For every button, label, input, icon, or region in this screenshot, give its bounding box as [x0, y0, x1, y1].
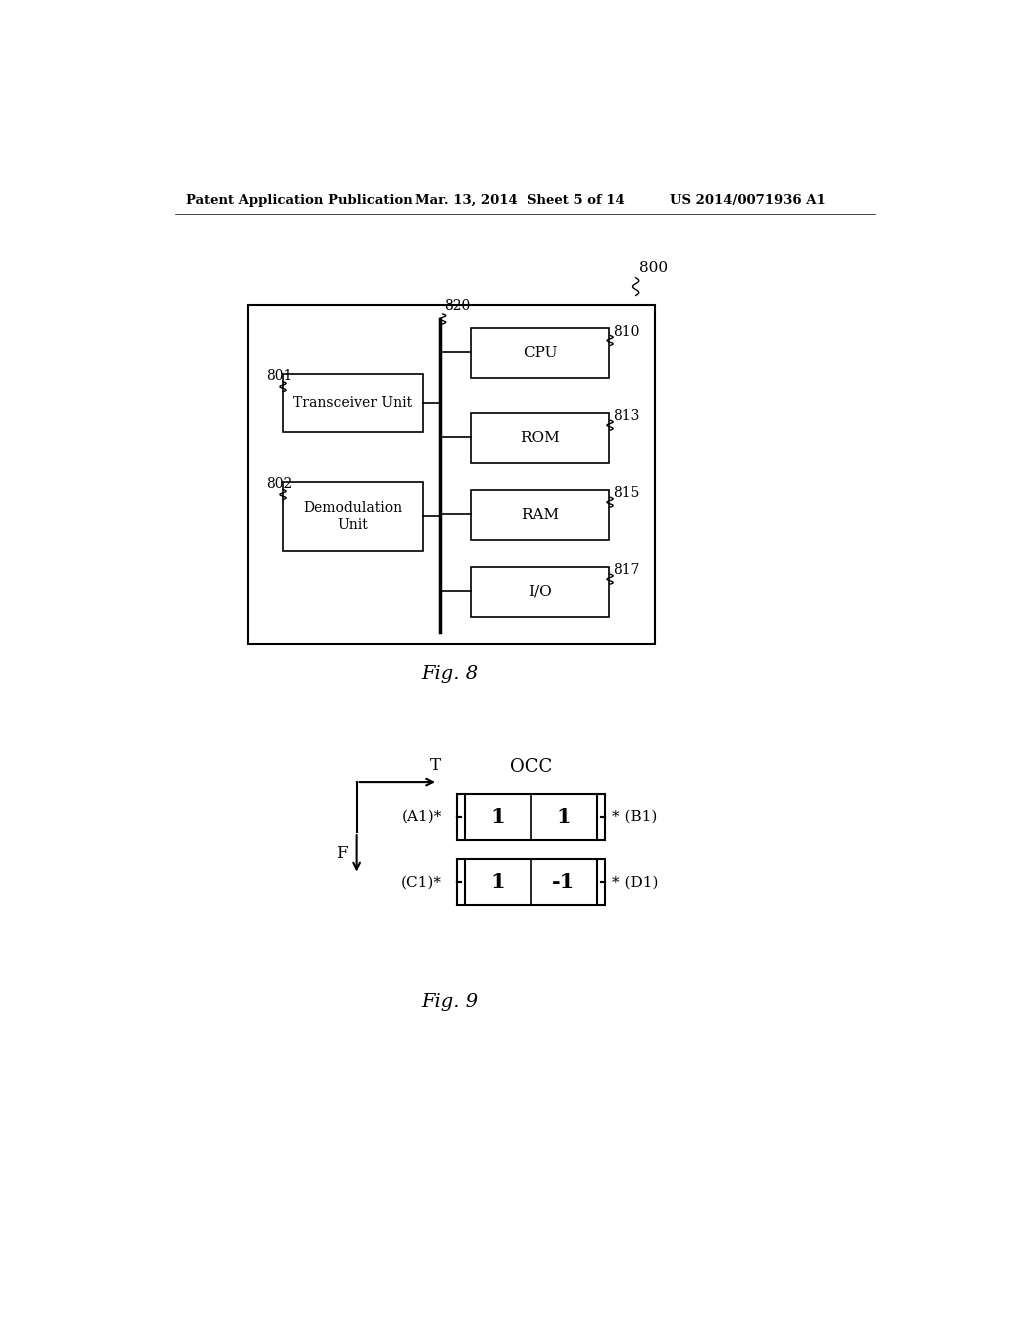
Bar — [471, 490, 608, 540]
Text: US 2014/0071936 A1: US 2014/0071936 A1 — [671, 194, 826, 207]
Text: 1: 1 — [557, 807, 571, 826]
Text: Fig. 8: Fig. 8 — [421, 665, 478, 684]
Text: 815: 815 — [613, 486, 640, 500]
Text: CPU: CPU — [522, 346, 557, 360]
Text: 801: 801 — [266, 370, 292, 383]
Text: 817: 817 — [613, 564, 640, 577]
Text: (A1)*: (A1)* — [401, 809, 442, 824]
Bar — [283, 374, 423, 432]
Bar — [283, 482, 423, 552]
Bar — [471, 327, 608, 378]
Text: 1: 1 — [490, 807, 506, 826]
Text: RAM: RAM — [521, 507, 559, 521]
Bar — [465, 793, 597, 840]
Text: -1: -1 — [552, 873, 575, 892]
Text: 1: 1 — [490, 873, 506, 892]
Bar — [465, 859, 597, 906]
Text: 813: 813 — [613, 409, 640, 424]
Text: * (B1): * (B1) — [612, 809, 657, 824]
Text: Patent Application Publication: Patent Application Publication — [186, 194, 413, 207]
Bar — [248, 305, 655, 644]
Text: T: T — [430, 756, 441, 774]
Text: * (D1): * (D1) — [612, 875, 658, 890]
Bar — [471, 566, 608, 616]
Text: 820: 820 — [444, 300, 470, 313]
Text: 802: 802 — [266, 477, 292, 491]
Text: Transceiver Unit: Transceiver Unit — [293, 396, 413, 411]
Text: I/O: I/O — [528, 585, 552, 598]
Bar — [471, 413, 608, 462]
Text: 810: 810 — [613, 325, 640, 339]
Text: Demodulation
Unit: Demodulation Unit — [303, 502, 402, 532]
Text: F: F — [336, 845, 347, 862]
Text: OCC: OCC — [510, 758, 552, 776]
Text: Mar. 13, 2014  Sheet 5 of 14: Mar. 13, 2014 Sheet 5 of 14 — [415, 194, 625, 207]
Text: Fig. 9: Fig. 9 — [421, 993, 478, 1011]
Text: ROM: ROM — [520, 430, 560, 445]
Text: (C1)*: (C1)* — [400, 875, 442, 890]
Text: 800: 800 — [640, 261, 669, 275]
